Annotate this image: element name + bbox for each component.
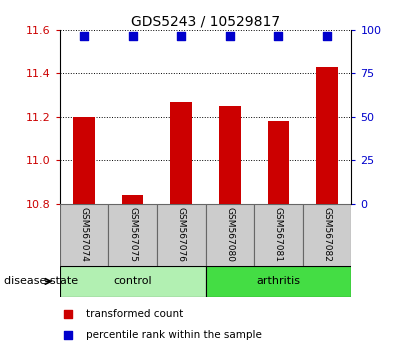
Bar — [268, 121, 289, 204]
Text: GSM567076: GSM567076 — [177, 207, 186, 262]
Bar — [122, 195, 143, 204]
Point — [65, 311, 72, 316]
Text: GSM567074: GSM567074 — [79, 207, 88, 262]
Point — [178, 33, 185, 38]
Point — [226, 33, 233, 38]
Point — [324, 33, 330, 38]
Text: GSM567082: GSM567082 — [323, 207, 332, 262]
Text: GSM567080: GSM567080 — [225, 207, 234, 262]
Bar — [254, 204, 303, 266]
Bar — [170, 102, 192, 204]
Text: arthritis: arthritis — [256, 276, 300, 286]
Point — [129, 33, 136, 38]
Bar — [303, 204, 351, 266]
Text: GSM567081: GSM567081 — [274, 207, 283, 262]
Bar — [206, 266, 351, 297]
Bar — [316, 67, 338, 204]
Text: GSM567075: GSM567075 — [128, 207, 137, 262]
Point — [81, 33, 87, 38]
Text: transformed count: transformed count — [86, 309, 183, 319]
Bar — [108, 204, 157, 266]
Bar — [206, 204, 254, 266]
Text: disease state: disease state — [4, 276, 78, 286]
Point — [65, 333, 72, 338]
Bar — [60, 204, 108, 266]
Text: percentile rank within the sample: percentile rank within the sample — [86, 330, 262, 341]
Text: control: control — [113, 276, 152, 286]
Title: GDS5243 / 10529817: GDS5243 / 10529817 — [131, 15, 280, 29]
Bar — [219, 106, 241, 204]
Point — [275, 33, 282, 38]
Bar — [73, 117, 95, 204]
Bar — [60, 266, 206, 297]
Bar — [157, 204, 206, 266]
